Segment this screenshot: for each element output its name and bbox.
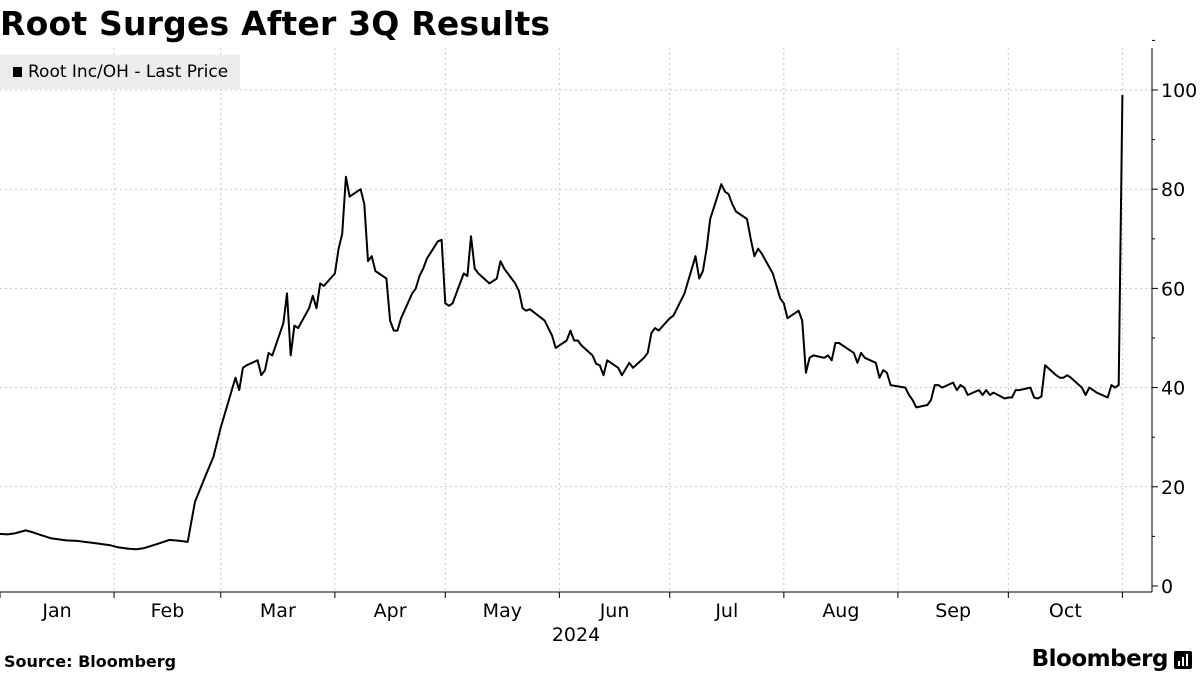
xtick-label-apr: Apr: [374, 600, 407, 622]
xtick-label-aug: Aug: [822, 600, 859, 622]
xtick-label-feb: Feb: [151, 600, 185, 622]
ytick-label-80: 80: [1161, 179, 1185, 201]
grid-lines: [0, 48, 1152, 592]
xtick-label-jul: Jul: [714, 600, 738, 622]
legend: Root Inc/OH - Last Price: [0, 55, 240, 89]
xtick-label-mar: Mar: [260, 600, 296, 622]
xtick-label-may: May: [483, 600, 522, 622]
ytick-label-40: 40: [1161, 378, 1185, 400]
year-label: 2024: [552, 624, 600, 646]
xtick-label-jan: Jan: [41, 600, 71, 622]
xtick-label-sep: Sep: [935, 600, 971, 622]
xtick-label-oct: Oct: [1049, 600, 1082, 622]
brand-logo-text: Bloomberg: [1031, 646, 1169, 672]
ytick-label-100: 100: [1161, 80, 1197, 102]
bloomberg-terminal-icon: [1174, 651, 1192, 669]
ytick-label-60: 60: [1161, 278, 1185, 300]
ytick-label-0: 0: [1161, 576, 1173, 598]
chart-title: Root Surges After 3Q Results: [0, 4, 551, 43]
ytick-label-20: 20: [1161, 477, 1185, 499]
xtick-label-jun: Jun: [599, 600, 630, 622]
source-note: Source: Bloomberg: [4, 652, 177, 671]
legend-label: Root Inc/OH - Last Price: [28, 62, 229, 82]
legend-swatch: [13, 67, 22, 77]
series-line-root-price: [0, 94, 1124, 551]
axes: 0 20 40 60 80 100 Jan Feb Mar Apr May Jun Jul Aug Sep O…: [0, 39, 1197, 646]
